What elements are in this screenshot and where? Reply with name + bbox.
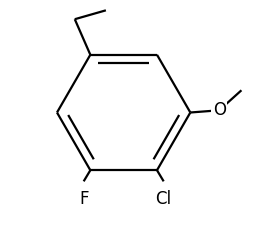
Text: F: F: [79, 190, 89, 208]
Text: Cl: Cl: [156, 190, 172, 208]
Text: O: O: [213, 101, 226, 119]
